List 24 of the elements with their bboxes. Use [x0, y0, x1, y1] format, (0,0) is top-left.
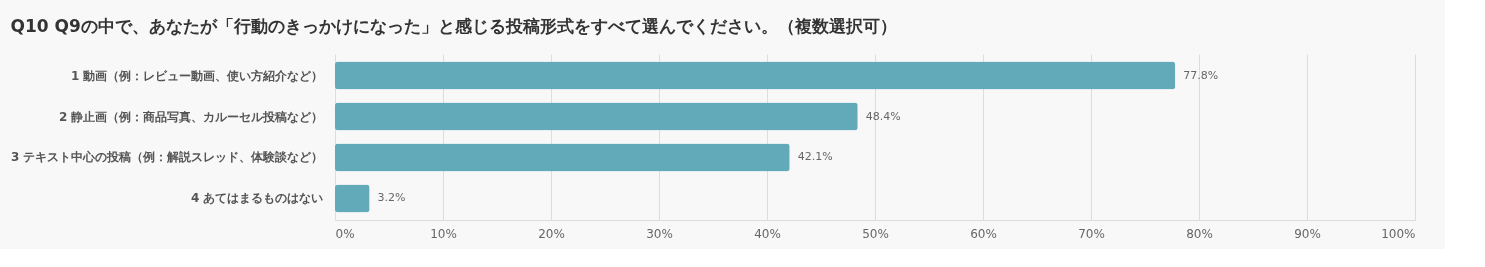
x-tick-label: 40% — [754, 226, 781, 241]
x-tick-label: 20% — [538, 226, 565, 241]
bar — [335, 184, 370, 213]
x-tick-label: 70% — [1078, 226, 1105, 241]
y-tick-label: 2 静止画（例：商品写真、カルーセル投稿など） — [58, 109, 324, 124]
x-tick-label: 60% — [970, 226, 997, 241]
y-tick-label: 3 テキスト中心の投稿（例：解説スレッド、体験談など） — [10, 150, 324, 165]
x-tick-label: 0% — [335, 226, 355, 241]
bar — [335, 143, 790, 172]
x-tick-label: 30% — [646, 226, 673, 241]
data-label: 48.4% — [865, 109, 901, 123]
x-tick-label: 10% — [430, 226, 457, 241]
data-label: 3.2% — [377, 191, 406, 205]
y-tick-label: 4 あてはまるものはない — [190, 191, 324, 206]
bar — [335, 61, 1176, 90]
x-tick-label: 80% — [1186, 226, 1213, 241]
x-tick-label: 100% — [1381, 226, 1416, 241]
x-tick-label: 50% — [862, 226, 889, 241]
x-tick-label: 90% — [1294, 226, 1321, 241]
chart-title: Q10 Q9の中で、あなたが「行動のきっかけになった」と感じる投稿形式をすべて選んでください。（複数選択可） — [10, 16, 897, 36]
bar — [335, 102, 858, 131]
data-label: 42.1% — [797, 150, 833, 164]
y-tick-label: 1 動画（例：レビュー動画、使い方紹介など） — [70, 68, 324, 83]
data-label: 77.8% — [1183, 68, 1219, 82]
